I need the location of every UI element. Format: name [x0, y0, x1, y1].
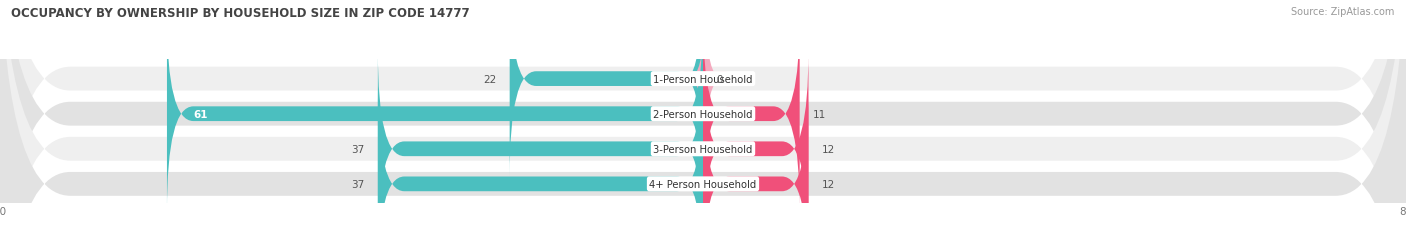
- Text: 12: 12: [821, 179, 835, 189]
- FancyBboxPatch shape: [681, 0, 730, 177]
- FancyBboxPatch shape: [378, 52, 703, 231]
- Text: Source: ZipAtlas.com: Source: ZipAtlas.com: [1291, 7, 1395, 17]
- Text: 61: 61: [194, 109, 208, 119]
- Text: 2-Person Household: 2-Person Household: [654, 109, 752, 119]
- Text: 3-Person Household: 3-Person Household: [654, 144, 752, 154]
- FancyBboxPatch shape: [167, 17, 703, 212]
- FancyBboxPatch shape: [378, 87, 703, 231]
- Text: 4+ Person Household: 4+ Person Household: [650, 179, 756, 189]
- Text: 12: 12: [821, 144, 835, 154]
- FancyBboxPatch shape: [703, 87, 808, 231]
- Text: 22: 22: [484, 74, 496, 84]
- Text: OCCUPANCY BY OWNERSHIP BY HOUSEHOLD SIZE IN ZIP CODE 14777: OCCUPANCY BY OWNERSHIP BY HOUSEHOLD SIZE…: [11, 7, 470, 20]
- Text: 37: 37: [352, 144, 364, 154]
- Text: 1-Person Household: 1-Person Household: [654, 74, 752, 84]
- FancyBboxPatch shape: [703, 52, 808, 231]
- Text: 37: 37: [352, 179, 364, 189]
- FancyBboxPatch shape: [510, 0, 703, 177]
- Text: 11: 11: [813, 109, 827, 119]
- Text: 0: 0: [716, 74, 723, 84]
- FancyBboxPatch shape: [703, 17, 800, 212]
